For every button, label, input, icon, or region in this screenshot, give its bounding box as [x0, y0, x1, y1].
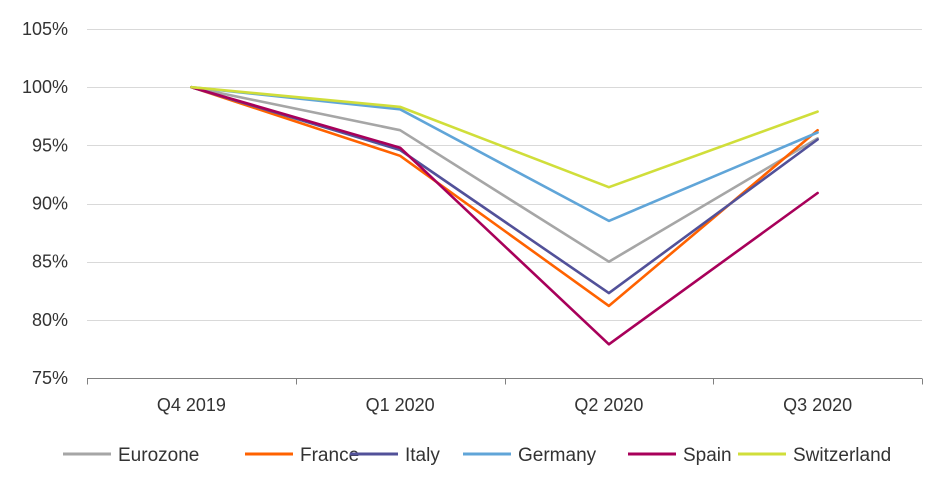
legend-label: Eurozone	[118, 445, 199, 466]
x-axis: Q4 2019 Q1 2020 Q2 2020 Q3 2020	[87, 378, 923, 415]
legend-label: France	[300, 445, 359, 466]
series-line-switzerland	[190, 85, 819, 189]
series-line-france	[190, 85, 819, 308]
legend-label: Italy	[405, 445, 440, 466]
y-tick-label: 105%	[22, 19, 68, 39]
legend-label: Germany	[518, 445, 597, 466]
y-axis: 75% 80% 85% 90% 95% 100% 105%	[22, 19, 68, 388]
y-tick-label: 100%	[22, 77, 68, 97]
series-line-eurozone	[190, 85, 819, 264]
legend-label: Switzerland	[793, 445, 891, 466]
x-tick-label: Q3 2020	[783, 395, 852, 415]
y-tick-label: 95%	[32, 135, 68, 155]
x-tick-label: Q2 2020	[574, 395, 643, 415]
legend-label: Spain	[683, 445, 732, 466]
x-tick-label: Q4 2019	[157, 395, 226, 415]
y-tick-label: 90%	[32, 194, 68, 214]
series-line-spain	[190, 85, 819, 346]
series-layer	[190, 85, 819, 346]
y-tick-label: 75%	[32, 368, 68, 388]
x-tick-label: Q1 2020	[366, 395, 435, 415]
y-tick-label: 80%	[32, 310, 68, 330]
legend: Eurozone France Italy Germany Spain Switzerla…	[63, 445, 891, 466]
gridlines	[87, 29, 922, 321]
y-tick-label: 85%	[32, 252, 68, 272]
